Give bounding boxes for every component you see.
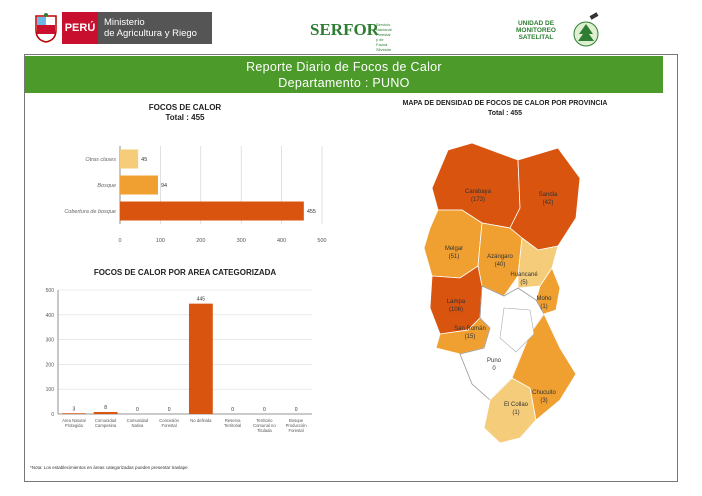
chart1-xtick-label: 500 xyxy=(317,238,326,244)
province-map: Carabaya (173) Sandia (42) Melgar (51) Azángar… xyxy=(423,142,581,444)
map-region-melgar xyxy=(423,209,483,279)
chart2-bar xyxy=(188,303,213,414)
map-region-name: Puno xyxy=(487,358,502,364)
map-region-name: Lampa xyxy=(447,299,466,305)
chart2-data-label: 0 xyxy=(136,407,139,413)
map-region-chucuito xyxy=(511,313,577,421)
unidad-line1: UNIDAD DE xyxy=(517,20,555,27)
map-region-value: (3) xyxy=(540,398,547,404)
map-region-value: (15) xyxy=(465,334,476,340)
peru-logo: PERÚ xyxy=(62,12,98,44)
chart1-xtick-label: 200 xyxy=(196,238,205,244)
chart1-data-label: 45 xyxy=(141,157,147,163)
chart1-category-label: Bosque xyxy=(97,183,116,189)
chart1-subtitle: Total : 455 xyxy=(165,113,205,122)
chart2-ytick-label: 400 xyxy=(46,313,55,319)
chart1-bar xyxy=(120,149,139,169)
chart1-category-label: Otras clases xyxy=(85,157,116,163)
chart2-bar xyxy=(61,413,86,414)
chart2-ytick-label: 300 xyxy=(46,338,55,344)
map-region-name: Sandia xyxy=(539,192,558,198)
map-region-value: (42) xyxy=(543,200,554,206)
unidad-line2: MONITOREO xyxy=(516,27,556,34)
map-region-name: Melgar xyxy=(445,246,463,252)
chart1-bar xyxy=(120,175,158,195)
chart2-data-label: 0 xyxy=(168,407,171,413)
unidad-monitoreo-logo: UNIDAD DE MONITOREO SATELITAL xyxy=(506,20,566,41)
chart1-xtick-label: 300 xyxy=(237,238,246,244)
chart2-data-label: 0 xyxy=(231,407,234,413)
map-region-value: (1) xyxy=(540,304,547,310)
map-region-name: Chucuito xyxy=(532,390,556,396)
chart2-ytick-label: 0 xyxy=(51,412,54,418)
chart1-title: FOCOS DE CALOR xyxy=(148,103,222,112)
report-banner: Reporte Diario de Focos de Calor Departa… xyxy=(25,56,663,93)
chart2-title: FOCOS DE CALOR POR AREA CATEGORIZADA xyxy=(93,268,277,277)
chart1-category-label: Cobertura de bosque xyxy=(64,209,116,215)
chart2-category-label: Reserva Territorial xyxy=(224,418,241,428)
map-region-sandia xyxy=(509,147,581,251)
map-region-value: (106) xyxy=(449,307,463,313)
chart1-xtick-label: 400 xyxy=(277,238,286,244)
chart2-ytick-label: 200 xyxy=(46,362,55,368)
chart1-svg: 0 100 200 300 400 500 Otras clases 45 Bosque 94 Co… xyxy=(64,146,327,244)
chart1-data-label: 94 xyxy=(161,183,167,189)
map-title: MAPA DE DENSIDAD DE FOCOS DE CALOR POR P… xyxy=(402,100,608,107)
chart1-xtick-label: 0 xyxy=(118,238,121,244)
chart2-data-label: 445 xyxy=(197,297,206,303)
banner-subtitle: Departamento : PUNO xyxy=(278,76,410,90)
chart2-category-label: Comunidad Campesina xyxy=(95,418,117,428)
chart2-data-label: 3 xyxy=(72,406,75,412)
chart1-xtick-label: 100 xyxy=(156,238,165,244)
chart2-svg: 0 100 200 300 400 500 3 Area Natural Protegida 8 C… xyxy=(46,288,312,433)
satellite-tree-icon xyxy=(573,12,599,47)
chart2-data-label: 0 xyxy=(295,407,298,413)
chart1-bar xyxy=(120,201,304,221)
banner-title: Reporte Diario de Focos de Calor xyxy=(246,60,442,74)
map-region-value: (40) xyxy=(495,262,506,268)
chart2-category-label: Territorio Comunal no Titulada xyxy=(253,418,276,433)
chart2-ytick-label: 500 xyxy=(46,288,55,294)
ministry-line2: de Agricultura y Riego xyxy=(104,28,197,39)
serfor-logo: SERFOR xyxy=(310,20,379,39)
chart2-category-label: Area Natural Protegida xyxy=(62,418,86,428)
footnote: *Nota: Los establecimientos en áreas cat… xyxy=(30,465,188,470)
ministry-line1: Ministerio xyxy=(104,17,145,28)
chart2-category-label: No definida xyxy=(190,418,212,423)
chart1-data-label: 455 xyxy=(307,209,316,215)
map-region-name: Azángaro xyxy=(487,254,513,260)
chart2-category-label: Comunidad Nativa xyxy=(127,418,149,428)
chart2-data-label: 8 xyxy=(104,405,107,411)
unidad-line3: SATELITAL xyxy=(518,34,554,41)
chart2-category-label: Concesión Forestal xyxy=(159,418,179,428)
map-region-name: El Collao xyxy=(504,402,529,408)
map-region-value: (5) xyxy=(520,280,527,286)
report-panel xyxy=(24,54,678,482)
serfor-subtitle: Servicio Nacional Forestal y de Fauna Si… xyxy=(376,22,392,52)
map-region-name: San Román xyxy=(454,326,486,332)
map-region-name: Huancané xyxy=(510,272,538,278)
ministry-logo: Ministerio de Agricultura y Riego xyxy=(98,12,212,44)
map-region-value: 0 xyxy=(492,366,496,372)
chart2-data-label: 0 xyxy=(263,407,266,413)
chart2-ytick-label: 100 xyxy=(46,387,55,393)
map-region-name: Carabaya xyxy=(465,189,492,195)
map-region-value: (173) xyxy=(471,197,485,203)
chart2-category-label: Bosque Producción Forestal xyxy=(286,418,308,433)
map-region-value: (51) xyxy=(449,254,460,260)
map-region-name: Moho xyxy=(536,296,552,302)
map-lake xyxy=(499,307,535,353)
map-region-value: (1) xyxy=(512,410,519,416)
peru-coat-of-arms-icon xyxy=(35,13,57,43)
chart2-bar xyxy=(93,412,118,414)
map-subtitle: Total : 455 xyxy=(487,110,523,117)
